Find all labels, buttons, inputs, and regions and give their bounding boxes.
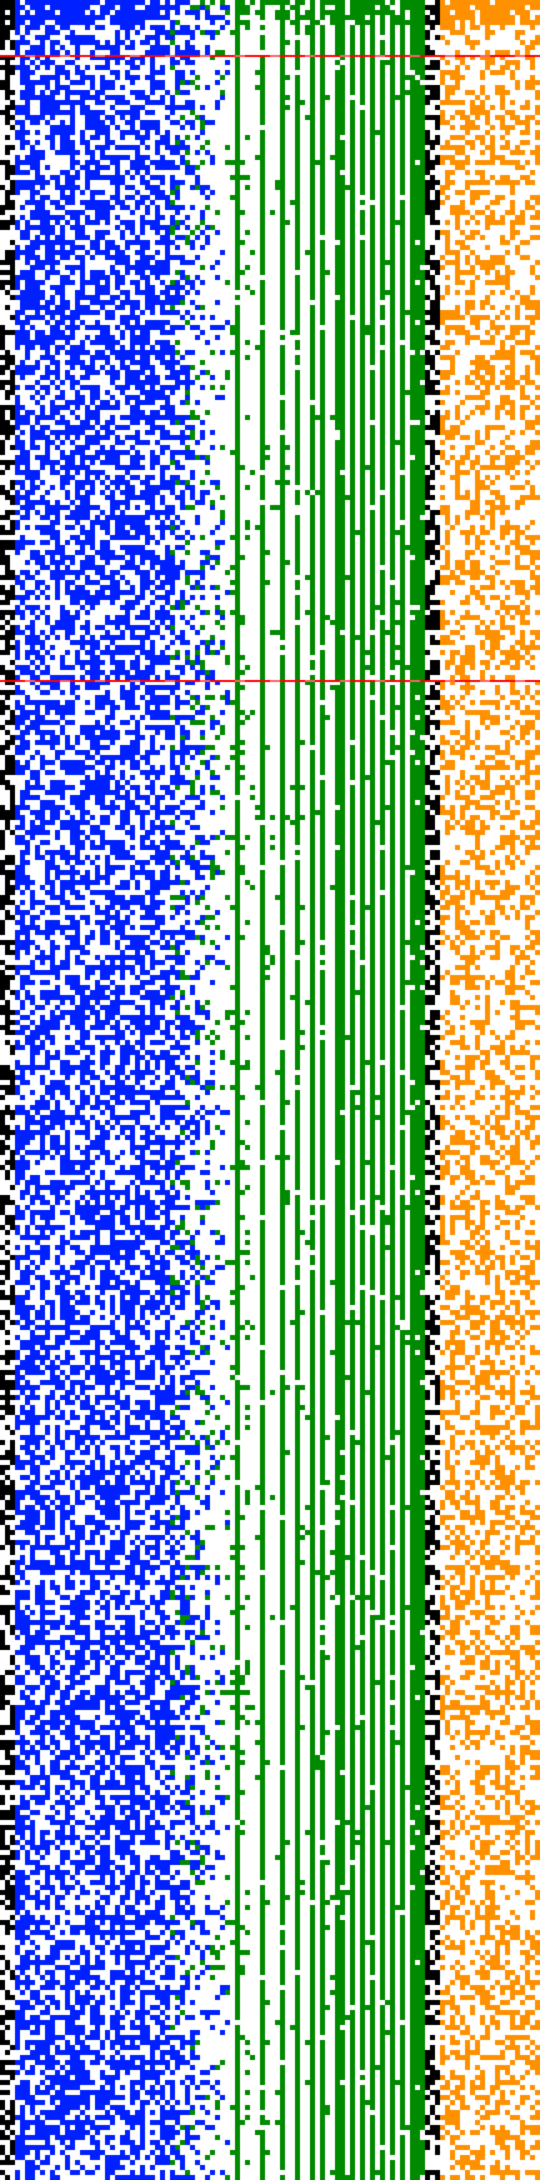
- memory-trace-visualization: [0, 0, 540, 2180]
